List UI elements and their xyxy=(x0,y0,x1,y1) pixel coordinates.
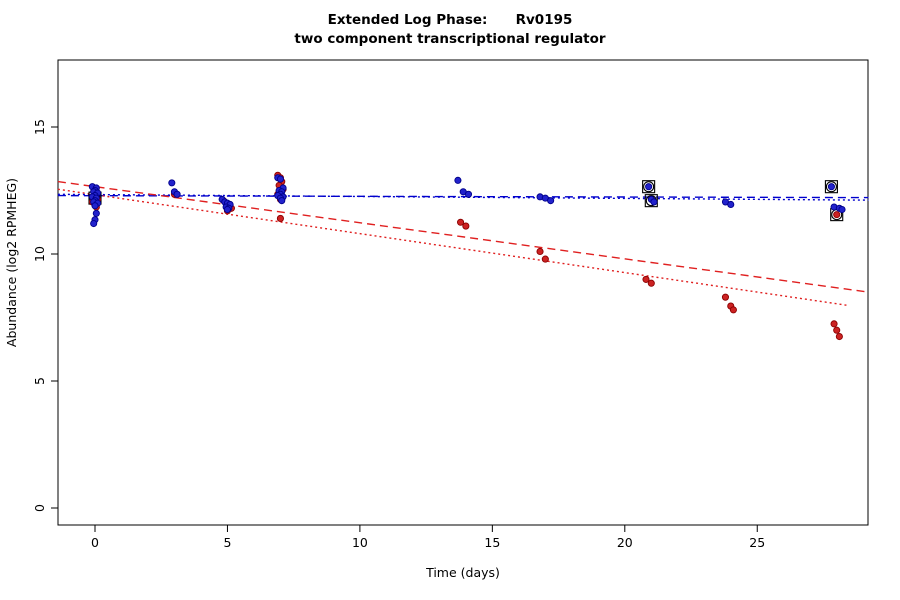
red-series-point xyxy=(833,326,841,334)
x-tick-label: 25 xyxy=(749,535,765,550)
y-tick-label: 0 xyxy=(32,504,47,512)
flag-square xyxy=(642,180,656,194)
chart-subtitle: two component transcriptional regulator xyxy=(294,31,606,47)
y-axis-label: Abundance (log2 RPMHEG) xyxy=(4,178,19,347)
blue-series-point xyxy=(91,202,99,210)
x-tick-label: 15 xyxy=(484,535,500,550)
red-series-point xyxy=(462,222,470,230)
blue-series-point xyxy=(827,183,835,191)
red-series-point xyxy=(729,306,737,314)
blue-series-point xyxy=(276,175,284,183)
blue-series-point xyxy=(92,209,100,217)
blue-series-point xyxy=(547,197,555,205)
red-series-point xyxy=(642,275,650,283)
blue-series-point xyxy=(464,190,473,198)
blue-series-point xyxy=(278,197,286,205)
red-series-point xyxy=(835,332,843,341)
blue-series-point xyxy=(454,176,462,184)
x-tick-label: 10 xyxy=(352,535,368,550)
red-series-point xyxy=(541,255,549,263)
red-series-point xyxy=(833,211,841,219)
x-tick-label: 5 xyxy=(223,535,231,550)
blue-series-point xyxy=(90,219,98,228)
red-series-point xyxy=(830,320,838,328)
x-tick-label: 20 xyxy=(617,535,633,550)
y-tick-label: 15 xyxy=(32,119,47,135)
red-series-point xyxy=(647,279,655,287)
plot-frame xyxy=(57,59,869,526)
blue-series-point xyxy=(173,190,181,198)
blue-series-point xyxy=(650,198,658,206)
y-tick-label: 5 xyxy=(32,377,47,385)
flag-square xyxy=(824,180,838,194)
blue-series-point xyxy=(168,179,176,187)
red-series-point xyxy=(457,218,465,226)
red-series-point xyxy=(721,293,730,301)
flag-circle xyxy=(825,181,837,193)
chart-title: Extended Log Phase: Rv0195 xyxy=(327,12,573,28)
x-axis-label: Time (days) xyxy=(425,565,500,580)
blue-series-point xyxy=(727,200,735,209)
red-series-point xyxy=(276,214,284,222)
blue-series-point xyxy=(838,205,846,214)
blue-series-point xyxy=(645,183,653,191)
flag-square xyxy=(644,194,658,208)
blue-series-point xyxy=(223,205,231,214)
blue-dotted-fit xyxy=(57,193,869,201)
flag-circle xyxy=(643,181,655,193)
x-tick-label: 0 xyxy=(91,535,99,550)
y-tick-label: 10 xyxy=(32,246,47,262)
red-dashed-fit xyxy=(57,180,869,293)
red-series-point xyxy=(536,247,544,256)
